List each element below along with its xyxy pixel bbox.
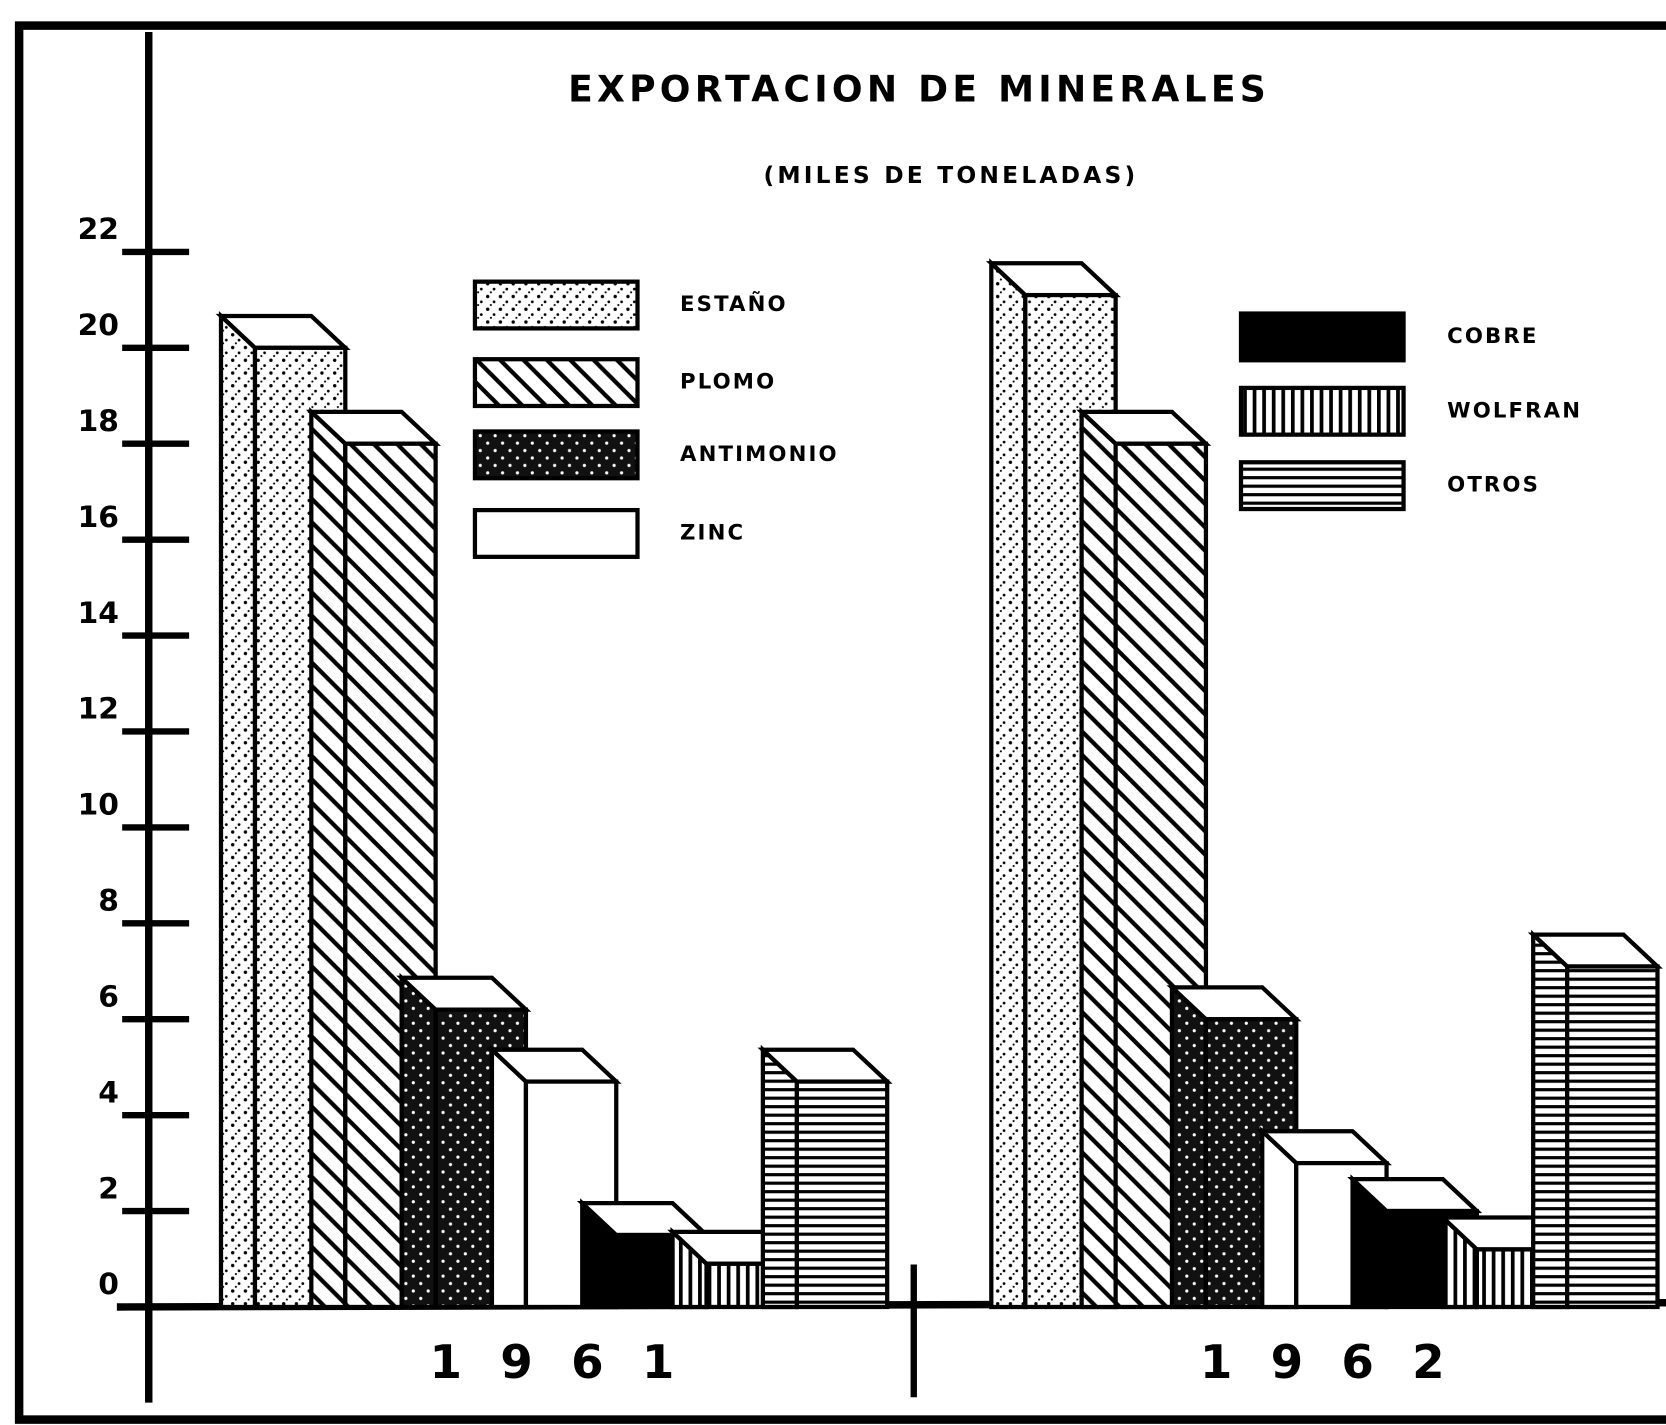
- bar-side: [218, 311, 258, 1310]
- y-tick-label: 4: [98, 1075, 119, 1110]
- y-tick-label: 12: [78, 692, 119, 727]
- y-tick-label: 8: [98, 884, 119, 919]
- legend-swatch: [472, 279, 640, 331]
- bar-side: [760, 1044, 799, 1310]
- legend-swatch: [472, 357, 640, 409]
- legend-label: WOLFRAN: [1447, 398, 1582, 423]
- bar: [794, 1079, 890, 1310]
- y-tick-label: 0: [98, 1267, 119, 1302]
- legend-swatch: [1238, 460, 1406, 512]
- legend-swatch: [472, 507, 640, 559]
- legend-label: ZINC: [680, 520, 745, 545]
- bar-side: [989, 258, 1028, 1310]
- bar-side: [399, 972, 438, 1310]
- legend-swatch: [472, 429, 640, 481]
- legend-label: ESTAÑO: [680, 291, 788, 317]
- legend-swatch: [1238, 311, 1406, 363]
- bar-side: [1079, 406, 1118, 1310]
- legend-label: COBRE: [1447, 324, 1538, 349]
- bar-side: [1169, 982, 1209, 1310]
- y-tick-label: 20: [78, 308, 119, 343]
- frame: [14, 21, 1666, 1424]
- chart-title: EXPORTACION DE MINERALES: [568, 67, 1270, 110]
- legend-label: PLOMO: [680, 370, 776, 395]
- y-tick-label: 14: [78, 596, 119, 631]
- y-tick-label: 16: [78, 500, 119, 535]
- bar-side: [1531, 929, 1570, 1310]
- y-tick-label: 2: [98, 1171, 119, 1206]
- chart-subtitle: (MILES DE TONELADAS): [764, 161, 1139, 189]
- x-tick-label: 1962: [1200, 1336, 1483, 1390]
- y-tick-label: 10: [78, 788, 119, 823]
- bar: [1565, 964, 1660, 1310]
- legend-label: ANTIMONIO: [680, 442, 839, 467]
- legend-label: OTROS: [1447, 473, 1540, 498]
- y-tick-label: 6: [98, 979, 119, 1014]
- bar-side: [309, 406, 348, 1310]
- y-tick-label: 18: [78, 404, 119, 439]
- bar-side: [489, 1044, 529, 1310]
- y-tick-label: 22: [78, 212, 119, 247]
- legend-swatch: [1238, 385, 1406, 437]
- x-tick-label: 1961: [430, 1336, 713, 1390]
